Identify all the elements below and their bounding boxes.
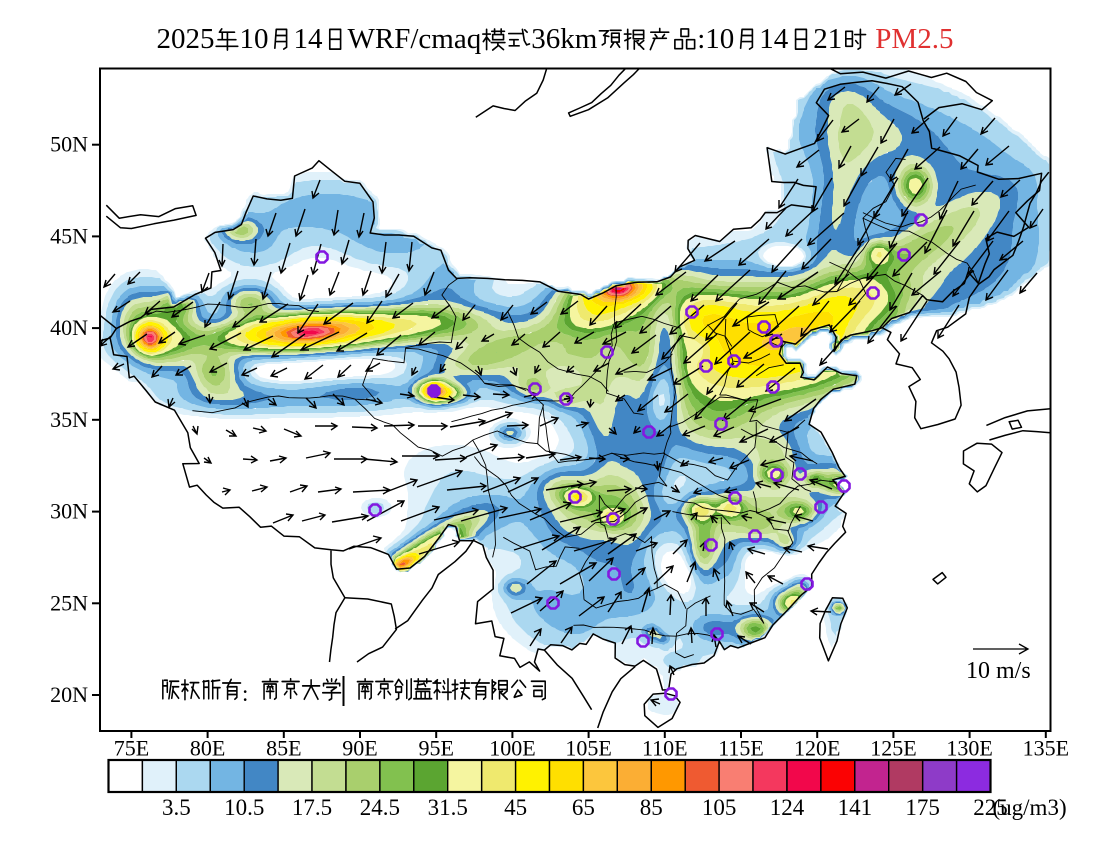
svg-text:PM2.5: PM2.5 bbox=[875, 23, 953, 55]
svg-text:10: 10 bbox=[705, 23, 734, 55]
svg-text:65: 65 bbox=[572, 795, 595, 820]
svg-text:75E: 75E bbox=[114, 736, 149, 761]
svg-text:24.5: 24.5 bbox=[360, 795, 400, 820]
svg-text:14: 14 bbox=[294, 23, 324, 55]
svg-text:14: 14 bbox=[759, 23, 789, 55]
svg-text:40N: 40N bbox=[50, 315, 88, 340]
svg-text:25N: 25N bbox=[50, 590, 88, 615]
svg-text:3.5: 3.5 bbox=[162, 795, 191, 820]
svg-text:2025: 2025 bbox=[157, 23, 215, 55]
svg-text:141: 141 bbox=[838, 795, 873, 820]
svg-text:(ug/m3): (ug/m3) bbox=[993, 795, 1067, 820]
svg-text:36km: 36km bbox=[531, 23, 598, 55]
svg-text:WRF/cmaq: WRF/cmaq bbox=[348, 23, 482, 55]
svg-text:95E: 95E bbox=[419, 736, 454, 761]
svg-text:225: 225 bbox=[973, 795, 1008, 820]
svg-text:85E: 85E bbox=[266, 736, 301, 761]
svg-text:130E: 130E bbox=[946, 736, 992, 761]
svg-text::: : bbox=[697, 23, 705, 55]
svg-text:30N: 30N bbox=[50, 499, 88, 524]
svg-text:10: 10 bbox=[240, 23, 269, 55]
svg-text:45: 45 bbox=[504, 795, 527, 820]
svg-text:80E: 80E bbox=[190, 736, 225, 761]
svg-text:105E: 105E bbox=[565, 736, 611, 761]
svg-text::: : bbox=[242, 681, 248, 706]
svg-text:45N: 45N bbox=[50, 223, 88, 248]
svg-text:115E: 115E bbox=[718, 736, 764, 761]
svg-text:105: 105 bbox=[702, 795, 737, 820]
svg-text:21: 21 bbox=[813, 23, 842, 55]
svg-text:125E: 125E bbox=[870, 736, 916, 761]
svg-text:20N: 20N bbox=[50, 682, 88, 707]
svg-text:90E: 90E bbox=[342, 736, 377, 761]
svg-text:10.5: 10.5 bbox=[224, 795, 264, 820]
svg-text:124: 124 bbox=[770, 795, 805, 820]
svg-text:35N: 35N bbox=[50, 407, 88, 432]
svg-text:31.5: 31.5 bbox=[428, 795, 468, 820]
svg-text:50N: 50N bbox=[50, 132, 88, 157]
svg-text:175: 175 bbox=[905, 795, 940, 820]
svg-text:120E: 120E bbox=[794, 736, 840, 761]
svg-text:85: 85 bbox=[640, 795, 663, 820]
svg-text:110E: 110E bbox=[642, 736, 688, 761]
svg-text:10 m/s: 10 m/s bbox=[966, 658, 1031, 684]
svg-text:135E: 135E bbox=[1023, 736, 1069, 761]
svg-text:17.5: 17.5 bbox=[292, 795, 332, 820]
svg-text:100E: 100E bbox=[489, 736, 535, 761]
